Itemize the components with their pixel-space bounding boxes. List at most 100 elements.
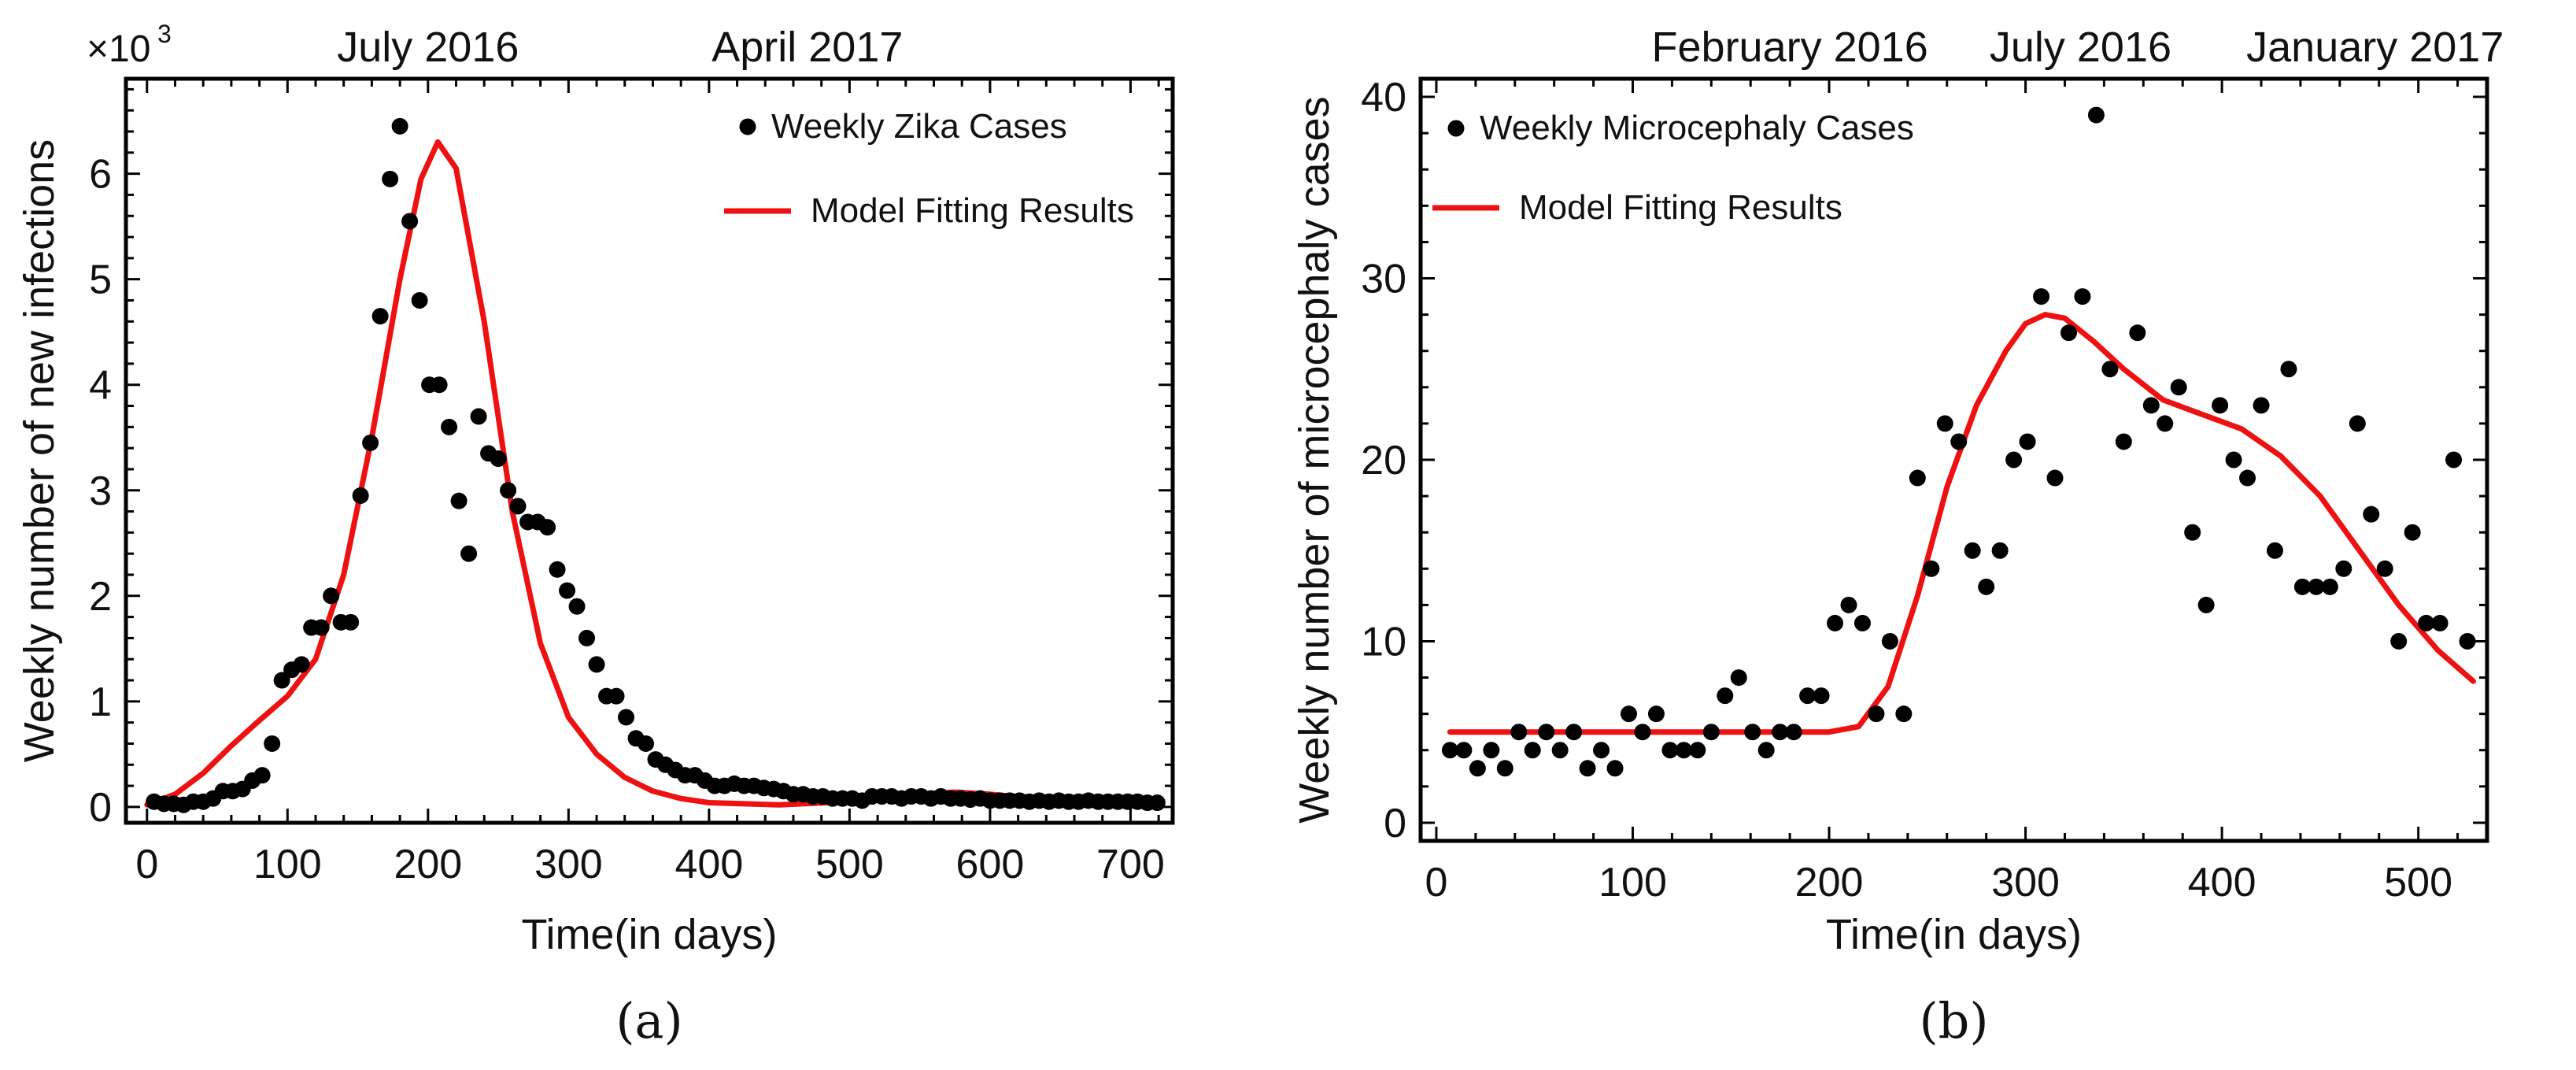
data-point [2418, 614, 2435, 631]
legend-label: Weekly Zika Cases [771, 107, 1067, 146]
y-tick-label: 5 [89, 257, 112, 303]
data-point [264, 735, 281, 752]
x-tick-label: 200 [1795, 860, 1864, 905]
data-point [391, 117, 408, 135]
data-point [1689, 742, 1706, 759]
data-point [1565, 724, 1583, 741]
model-fit-line [1447, 312, 2476, 735]
data-point [1950, 433, 1968, 450]
x-tick-label: 400 [674, 842, 743, 887]
data-point [1647, 705, 1665, 723]
y-tick-label: 4 [89, 363, 112, 409]
data-point [1593, 742, 1610, 759]
data-point [312, 619, 330, 636]
data-point [1675, 742, 1692, 759]
top-date-label: July 2016 [1990, 24, 2171, 71]
data-point [450, 492, 468, 509]
data-point [1772, 724, 1789, 741]
data-point [2074, 288, 2091, 305]
data-point [1496, 760, 1513, 777]
y-tick-label: 0 [1384, 801, 1406, 846]
data-point [588, 656, 605, 673]
top-date-label: February 2016 [1652, 24, 1928, 71]
data-point [1964, 542, 1981, 559]
x-axis-label: Time(in days) [1826, 911, 2082, 958]
data-point [441, 418, 458, 435]
x-tick-label: 400 [2188, 860, 2256, 905]
data-point [2253, 397, 2270, 414]
x-tick-label: 500 [2384, 860, 2452, 905]
y-tick-label: 3 [89, 468, 112, 514]
data-point [342, 613, 360, 631]
data-point [509, 498, 527, 515]
x-tick-label: 500 [815, 842, 884, 887]
data-point [1936, 415, 1953, 432]
data-point [2390, 632, 2408, 650]
plot-frame [124, 76, 1175, 825]
data-point [371, 308, 389, 325]
data-point [2157, 415, 2174, 432]
data-point [253, 767, 271, 784]
data-point [362, 434, 379, 451]
data-point [2142, 397, 2160, 414]
data-point [2087, 106, 2105, 124]
data-point [1799, 687, 1817, 705]
y-tick-label: 20 [1361, 438, 1406, 483]
top-date-label: July 2016 [337, 24, 519, 71]
data-point [1744, 724, 1761, 741]
y-tick-label: 0 [89, 785, 112, 831]
legend-marker-points [739, 118, 756, 135]
data-point [401, 213, 419, 230]
data-point [1978, 578, 1995, 595]
data-point [411, 291, 428, 309]
x-tick-label: 300 [1991, 860, 2060, 905]
data-point [1621, 705, 1638, 723]
data-point [1538, 724, 1555, 741]
data-point [2445, 451, 2463, 468]
data-point [1510, 724, 1528, 741]
data-point [2293, 578, 2311, 595]
data-point [1717, 687, 1734, 705]
x-axis-label: Time(in days) [521, 911, 777, 958]
data-point [539, 519, 556, 536]
y-tick-label: 10 [1361, 619, 1406, 665]
data-point [2404, 524, 2421, 541]
data-point [1853, 614, 1871, 631]
data-point [1551, 742, 1569, 759]
data-point [1483, 742, 1500, 759]
data-point [1785, 724, 1802, 741]
legend-label: Model Fitting Results [1519, 188, 1842, 227]
data-point [500, 482, 517, 499]
data-point [638, 735, 655, 752]
y-tick-label: 6 [89, 152, 112, 198]
data-point [2170, 379, 2187, 396]
data-point [578, 629, 596, 646]
y-tick-label: 1 [89, 679, 112, 725]
data-point [1909, 469, 1926, 487]
data-point [2115, 433, 2132, 450]
y-axis-multiplier: ×10 [87, 28, 150, 70]
data-point [2129, 324, 2146, 342]
data-point [1469, 760, 1486, 777]
data-point [1661, 742, 1679, 759]
data-point [1148, 794, 1166, 812]
data-point [2459, 632, 2476, 650]
x-tick-label: 0 [1425, 860, 1448, 905]
data-point [2349, 415, 2366, 432]
data-point [2363, 505, 2380, 523]
data-point [293, 656, 310, 673]
data-point [1455, 742, 1473, 759]
data-point [2101, 361, 2119, 378]
x-tick-label: 700 [1096, 842, 1165, 887]
legend-label: Weekly Microcephaly Cases [1480, 109, 1914, 147]
data-point [1634, 724, 1651, 741]
data-point [431, 376, 448, 394]
data-point [2033, 288, 2050, 305]
data-point [549, 561, 566, 578]
data-point [2184, 524, 2201, 541]
x-tick-label: 0 [135, 842, 158, 887]
data-point [323, 587, 340, 605]
y-tick-label: 30 [1361, 257, 1406, 302]
